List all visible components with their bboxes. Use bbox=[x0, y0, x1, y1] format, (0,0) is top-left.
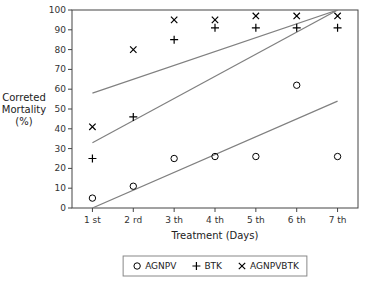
point bbox=[89, 124, 95, 130]
y-tick-label: 50 bbox=[55, 104, 67, 114]
x-tick bbox=[337, 208, 338, 212]
point-series bbox=[89, 82, 341, 201]
x-tick bbox=[133, 208, 134, 212]
point bbox=[253, 153, 259, 159]
y-axis-label-line: (%) bbox=[15, 116, 32, 127]
y-tick-label: 0 bbox=[60, 203, 66, 213]
point bbox=[334, 24, 342, 32]
x-tick-label: 5 th bbox=[247, 215, 265, 225]
point-series bbox=[89, 13, 341, 130]
point bbox=[212, 153, 218, 159]
x-tick-label: 7 th bbox=[329, 215, 347, 225]
point bbox=[252, 24, 260, 32]
y-tick bbox=[68, 89, 72, 90]
legend-item: AGNPV bbox=[134, 261, 177, 271]
legend-marker bbox=[239, 263, 245, 269]
x-tick bbox=[215, 208, 216, 212]
legend-item: AGNPVBTK bbox=[239, 261, 300, 271]
y-tick-label: 20 bbox=[55, 163, 67, 173]
y-axis-label: CorretedMortality(%) bbox=[2, 92, 46, 127]
y-tick-label: 100 bbox=[49, 5, 66, 15]
point-series bbox=[88, 24, 341, 163]
point bbox=[129, 113, 137, 121]
legend-label: BTK bbox=[204, 261, 223, 271]
point bbox=[293, 24, 301, 32]
chart: 0 10 20 30 40 50 60 70 80 90 100 1 st 2 rd 3 th 4 th 5 … bbox=[0, 0, 370, 290]
x-tick bbox=[174, 208, 175, 212]
trend-line bbox=[92, 10, 337, 93]
y-tick-label: 70 bbox=[55, 64, 67, 74]
legend-item: BTK bbox=[192, 261, 223, 271]
y-tick bbox=[68, 49, 72, 50]
point bbox=[89, 195, 95, 201]
legend: AGNPVBTKAGNPVBTK bbox=[123, 256, 307, 276]
point bbox=[334, 13, 340, 19]
point bbox=[88, 155, 96, 163]
x-tick-label: 3 th bbox=[165, 215, 183, 225]
point bbox=[170, 36, 178, 44]
x-tick-label: 1 st bbox=[84, 215, 101, 225]
legend-marker bbox=[134, 263, 140, 269]
y-tick-label: 60 bbox=[55, 84, 67, 94]
y-tick-label: 10 bbox=[55, 183, 67, 193]
y-axis-label-line: Mortality bbox=[2, 104, 46, 115]
x-tick-label: 6 th bbox=[288, 215, 306, 225]
y-tick-label: 30 bbox=[55, 144, 67, 154]
y-tick bbox=[68, 109, 72, 110]
legend-marker bbox=[192, 262, 200, 270]
x-tick-label: 2 rd bbox=[124, 215, 142, 225]
x-tick-label: 4 th bbox=[206, 215, 224, 225]
y-tick-label: 80 bbox=[55, 45, 67, 55]
legend-label: AGNPV bbox=[145, 261, 177, 271]
legend-label: AGNPVBTK bbox=[250, 261, 300, 271]
x-tick bbox=[92, 208, 93, 212]
y-tick bbox=[68, 168, 72, 169]
point bbox=[130, 46, 136, 52]
y-tick bbox=[68, 29, 72, 30]
point bbox=[211, 24, 219, 32]
y-tick bbox=[68, 69, 72, 70]
point bbox=[212, 17, 218, 23]
y-tick bbox=[68, 188, 72, 189]
trend-line bbox=[92, 10, 337, 143]
point bbox=[334, 153, 340, 159]
point bbox=[294, 13, 300, 19]
trend-line bbox=[92, 101, 337, 208]
y-tick bbox=[68, 208, 72, 209]
axes: 0 10 20 30 40 50 60 70 80 90 100 1 st 2 rd 3 th 4 th 5 … bbox=[49, 5, 347, 225]
plot-frame bbox=[72, 10, 358, 208]
y-tick bbox=[68, 10, 72, 11]
y-tick bbox=[68, 148, 72, 149]
plot-background bbox=[72, 10, 358, 208]
y-tick bbox=[68, 128, 72, 129]
x-tick bbox=[255, 208, 256, 212]
point bbox=[171, 155, 177, 161]
point bbox=[130, 183, 136, 189]
x-tick bbox=[296, 208, 297, 212]
point bbox=[171, 17, 177, 23]
marks bbox=[88, 10, 341, 208]
y-tick-label: 90 bbox=[55, 25, 67, 35]
y-axis-label-line: Correted bbox=[2, 92, 46, 103]
point bbox=[253, 13, 259, 19]
x-axis-label: Treatment (Days) bbox=[171, 230, 259, 241]
point bbox=[294, 82, 300, 88]
legend-frame bbox=[123, 256, 307, 276]
y-tick-label: 40 bbox=[55, 124, 67, 134]
